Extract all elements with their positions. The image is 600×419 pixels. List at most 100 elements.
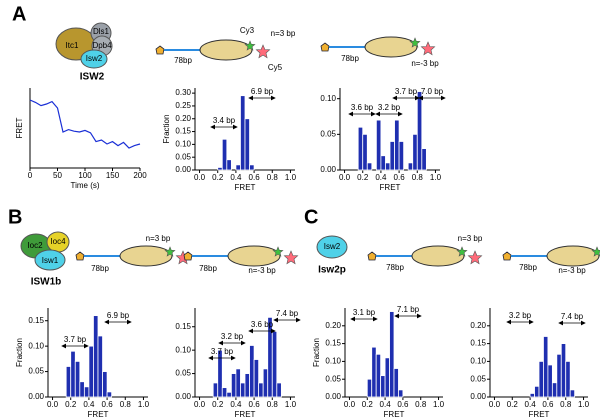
y-tick-label: 0.15 xyxy=(325,339,341,348)
histogram-bar xyxy=(253,359,260,398)
step-annotation: 3.4 bp xyxy=(213,116,236,125)
y-tick-label: 0.00 xyxy=(175,165,191,174)
step-annotation: 7.0 bp xyxy=(421,87,444,96)
histogram-bar xyxy=(366,378,373,398)
histogram-bar xyxy=(385,162,391,171)
histogram-bar xyxy=(88,345,94,398)
y-axis-label: FRET xyxy=(15,117,24,138)
histogram-bar xyxy=(380,375,386,398)
histogram-bar xyxy=(102,371,108,398)
linker-label: 78bp xyxy=(91,264,109,273)
histogram-bar xyxy=(375,119,382,171)
y-tick-label: 0.00 xyxy=(320,165,336,174)
x-tick-label: 0.0 xyxy=(47,400,59,409)
y-tick-label: 0.05 xyxy=(320,129,336,138)
x-tick-label: 0.2 xyxy=(362,400,374,409)
x-tick-label: 0.4 xyxy=(525,400,537,409)
x-tick-label: 0.4 xyxy=(375,173,387,182)
histogram-bar xyxy=(235,164,241,171)
x-tick-label: 1.0 xyxy=(285,173,297,182)
y-tick-label: 0.10 xyxy=(175,345,191,354)
dye-star xyxy=(272,246,284,257)
histogram-bar xyxy=(362,133,368,171)
step-annotation: 3.7 bp xyxy=(395,87,418,96)
nucleosome xyxy=(546,245,600,267)
histogram-bar xyxy=(556,353,562,398)
x-tick-label: 0.0 xyxy=(339,173,351,182)
x-tick-label: 200 xyxy=(133,171,147,180)
histogram-bar xyxy=(276,382,282,398)
complex-name: ISW2 xyxy=(80,72,105,83)
x-tick-label: 0.2 xyxy=(357,173,369,182)
subunit-label: Itc1 xyxy=(66,41,79,50)
dye-star xyxy=(409,37,421,48)
y-tick-label: 0.20 xyxy=(470,321,486,330)
dye-star xyxy=(467,250,483,265)
histogram-bar xyxy=(407,162,414,171)
histogram-bar xyxy=(262,368,269,398)
biotin xyxy=(183,251,193,261)
x-tick-label: 0.2 xyxy=(507,400,519,409)
step-annotation: 7.1 bp xyxy=(397,305,420,314)
histogram-bar xyxy=(217,167,223,171)
y-tick-label: 0.25 xyxy=(175,101,191,110)
x-axis-label: FRET xyxy=(529,410,550,419)
histogram-bar xyxy=(560,343,567,398)
x-tick-label: 0.6 xyxy=(394,173,406,182)
step-annotation: 3.2 bp xyxy=(509,311,532,320)
dye-star xyxy=(456,246,468,257)
y-tick-label: 0.10 xyxy=(470,357,486,366)
x-axis-label: FRET xyxy=(384,410,405,419)
biotin xyxy=(502,251,512,261)
histogram-bar xyxy=(217,349,223,398)
histogram-bar xyxy=(357,126,364,171)
position-label: n=3 bp xyxy=(458,234,483,243)
x-tick-label: 0.4 xyxy=(230,173,242,182)
histogram-bar xyxy=(371,346,377,398)
x-tick-label: 0.8 xyxy=(267,173,279,182)
histogram-bar xyxy=(249,345,255,398)
histogram-bar xyxy=(393,368,399,398)
step-annotation: 3.7 bp xyxy=(64,335,87,344)
y-tick-label: 0.10 xyxy=(325,357,341,366)
x-tick-label: 0.0 xyxy=(194,173,206,182)
histogram-bar xyxy=(230,373,237,398)
histogram-bar xyxy=(565,360,571,398)
histogram-bar xyxy=(366,162,373,171)
histogram-bar xyxy=(65,366,72,398)
complex-isw2: Itc1 Dls1 Dpb4 Isw2 ISW2 xyxy=(55,22,113,83)
nucleosome xyxy=(364,36,418,58)
step-annotation: 3.2 bp xyxy=(378,103,401,112)
histogram-bar xyxy=(551,382,558,398)
panel-label: A xyxy=(12,3,26,25)
x-tick-label: 0.8 xyxy=(120,400,132,409)
step-annotation: 7.4 bp xyxy=(561,312,584,321)
step-annotation: 7.4 bp xyxy=(276,309,299,318)
y-tick-label: 0.05 xyxy=(175,369,191,378)
histogram-bar xyxy=(221,138,228,171)
step-annotation: 3.6 bp xyxy=(351,103,374,112)
histogram-bar xyxy=(240,95,246,171)
dye-star xyxy=(591,246,600,257)
subunit-label: Dls1 xyxy=(93,27,110,36)
step-annotation: 3.7 bp xyxy=(211,347,234,356)
x-axis-label: FRET xyxy=(380,183,401,192)
complex-name: ISW1b xyxy=(31,277,62,288)
y-tick-label: 0.05 xyxy=(28,367,44,376)
panel-label: B xyxy=(8,206,22,228)
subunit-label: Ioc2 xyxy=(27,241,43,250)
dye-star xyxy=(283,250,299,265)
histogram-bar xyxy=(538,360,544,398)
histogram-bar xyxy=(212,382,219,398)
histogram-bar xyxy=(221,387,228,398)
y-tick-label: 0.00 xyxy=(470,392,486,401)
x-tick-label: 0.6 xyxy=(249,173,261,182)
nucleosome xyxy=(227,245,281,267)
linker-label: 78bp xyxy=(519,263,537,272)
histogram-bar xyxy=(412,133,418,171)
dye-star xyxy=(164,246,176,257)
x-tick-label: 0.0 xyxy=(194,400,206,409)
y-tick-label: 0.15 xyxy=(175,322,191,331)
x-tick-label: 0.6 xyxy=(542,400,554,409)
y-axis-label: Fraction xyxy=(162,115,171,144)
